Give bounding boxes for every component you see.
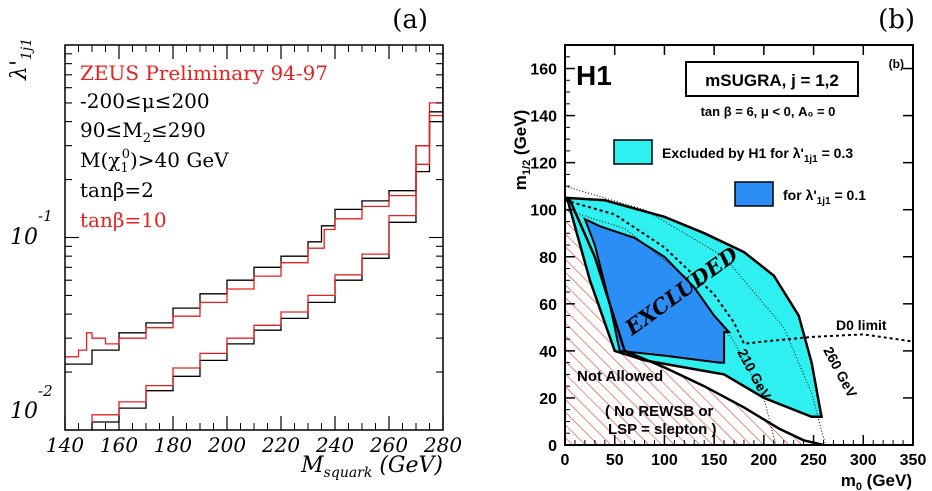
m2-main: 90≤M [80, 118, 143, 142]
svg-text:λ'1j1: λ'1j1 [7, 38, 35, 81]
legend-entry-chi: M(χ10)>40 GeV [80, 147, 229, 176]
leg03-sub: 1j1 [804, 154, 818, 165]
chi-sup: 0 [122, 147, 130, 162]
legend-entry-tanb10: tanβ=10 [80, 208, 167, 232]
svg-text:m1/2 (GeV): m1/2 (GeV) [511, 110, 533, 190]
leg03-main: Excluded by H1 for λ' [662, 145, 804, 161]
leg01-sub: 1j1 [817, 196, 831, 207]
ytick-exp: -1 [38, 207, 53, 225]
panel-a-ytick-1: 10 -1 [10, 207, 53, 250]
legend-entry-mu: -200≤μ≤200 [80, 89, 210, 113]
ylabel-unit: (GeV) [511, 110, 530, 160]
panel-a-legend: ZEUS Preliminary 94-97 -200≤μ≤200 90≤M2≤… [80, 61, 328, 232]
xlabel-main: m [841, 471, 856, 490]
ytick-base: 10 [10, 225, 38, 250]
xlabel-main: M [300, 453, 324, 478]
xtick-label: 50 [606, 452, 624, 469]
panel-a-ylabel: λ'1j1 [7, 38, 35, 81]
legend-text-01: for λ'1j1 = 0.1 [783, 187, 866, 207]
leg03-tail: = 0.3 [818, 145, 854, 161]
ytick-label: 60 [539, 297, 557, 314]
panel-b-subtitle: tan β = 6, μ < 0, A₀ = 0 [701, 104, 836, 119]
ytick-label: 160 [530, 62, 557, 79]
ytick-label: 80 [539, 250, 557, 267]
legend-entry-zeus: ZEUS Preliminary 94-97 [80, 61, 328, 85]
legend-text-03: Excluded by H1 for λ'1j1 = 0.3 [662, 145, 853, 165]
panel-b-chart: (b) 0 50 100 150 200 250 300 350 0 20 40 60 80 100 120… [511, 5, 926, 491]
series-line-tan10-lower [91, 63, 443, 430]
d0-limit-annotation: D0 limit [836, 317, 887, 333]
m2-tail: ≤290 [151, 118, 206, 142]
xtick-label: 220 [261, 433, 300, 457]
xtick-label: 200 [207, 433, 246, 457]
ytick-label: 40 [539, 344, 557, 361]
not-allowed-region [565, 197, 824, 445]
contour-260-label: 260 GeV [820, 344, 860, 401]
panel-a-label: (a) [392, 5, 428, 35]
title-box [685, 61, 859, 97]
m2-sub: 2 [143, 131, 151, 146]
xtick-label: 160 [100, 433, 138, 457]
panel-b-title: mSUGRA, j = 1,2 [705, 71, 839, 90]
h1-logo: H1 [576, 60, 612, 91]
xlabel-unit: (GeV) [862, 471, 912, 490]
chi-main: M(χ [80, 148, 120, 172]
legend-entry-m2: 90≤M2≤290 [80, 118, 206, 146]
not-allowed-annotation: Not Allowed [577, 368, 663, 385]
series-line-tan2-lower [91, 69, 443, 430]
chi-tail: )>40 GeV [130, 148, 229, 172]
panel-b-inner-label: (b) [889, 57, 904, 71]
panel-a-series [65, 58, 443, 430]
ytick-exp: -2 [38, 382, 53, 400]
contour-260 [565, 185, 826, 445]
xtick-label: 150 [701, 452, 728, 469]
ytick-label: 0 [548, 438, 557, 455]
panel-b-legend: Excluded by H1 for λ'1j1 = 0.3 for λ'1j1… [613, 139, 866, 207]
ylabel-sub: 1j1 [19, 38, 35, 60]
xtick-label: 250 [800, 452, 827, 469]
no-rewsb-annotation-2: LSP = slepton ) [608, 421, 717, 438]
ytick-label: 140 [530, 109, 557, 126]
xtick-label: 260 [369, 433, 408, 457]
panel-b-xlabel: m0 (GeV) [841, 471, 912, 491]
ylabel-main: m [511, 175, 530, 190]
legend-swatch-01 [734, 181, 774, 207]
series-line-tan10-upper [65, 58, 443, 358]
xtick-label: 100 [651, 452, 678, 469]
panel-b-ylabel: m1/2 (GeV) [511, 110, 533, 190]
ytick-label: 100 [530, 203, 557, 220]
ylabel-main: λ' [7, 60, 32, 81]
xlabel-sub: 0 [856, 481, 862, 491]
panel-a-ytick-2: 10 -2 [10, 382, 53, 424]
xtick-label: 300 [850, 452, 877, 469]
panel-a-chart: (a) 140 160 180 200 220 240 260 280 10 -1 10 -2… [7, 5, 462, 481]
xtick-label: 0 [561, 452, 570, 469]
leg01-tail: = 0.1 [831, 187, 867, 203]
xlabel-unit: (GeV) [372, 453, 443, 478]
legend-swatch-03 [613, 139, 653, 165]
d0-limit-curve [565, 199, 913, 345]
xlabel-sub: squark [324, 465, 373, 481]
ytick-label: 120 [530, 156, 557, 173]
ytick-base: 10 [10, 399, 38, 424]
xtick-label: 180 [154, 433, 192, 457]
xtick-label: 350 [900, 452, 927, 469]
chi-sub: 1 [120, 161, 128, 176]
xtick-label: 200 [751, 452, 778, 469]
ytick-label: 20 [539, 391, 557, 408]
not-allowed-boundary [565, 196, 824, 445]
panel-b-ticks: 0 50 100 150 200 250 300 350 0 20 40 60 80 100 120 140 1… [530, 44, 927, 469]
panel-a-xlabel: Msquark (GeV) [300, 453, 443, 481]
panel-a-ticks: 140 160 180 200 220 240 260 280 [46, 45, 462, 457]
xtick-label: 280 [423, 433, 462, 457]
panel-b-label: (b) [878, 5, 915, 35]
no-rewsb-annotation-1: ( No REWSB or [605, 403, 713, 420]
legend-entry-tanb2: tanβ=2 [80, 178, 154, 202]
xtick-label: 140 [46, 433, 84, 457]
panel-b-regions [565, 185, 913, 445]
xtick-label: 240 [315, 433, 354, 457]
ylabel-sub: 1/2 [521, 160, 533, 175]
leg01-main: for λ' [783, 187, 817, 203]
